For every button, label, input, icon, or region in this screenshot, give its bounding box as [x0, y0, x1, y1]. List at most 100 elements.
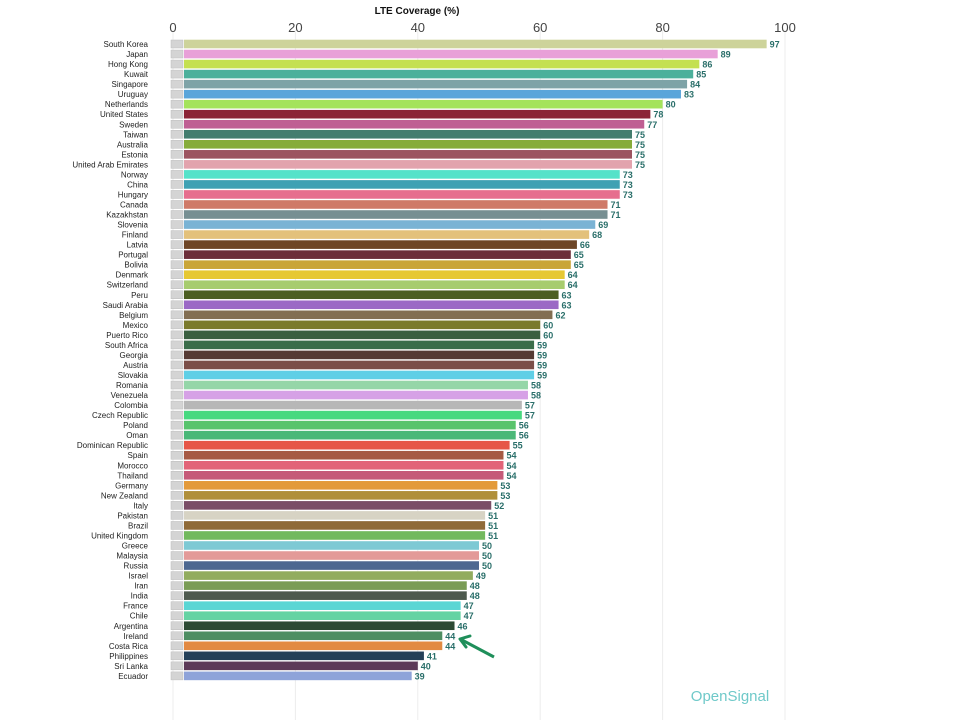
country-label: Pakistan: [117, 511, 148, 520]
bar-row: Kazakhstan 71: [106, 210, 620, 220]
country-label: Austria: [123, 361, 148, 370]
flag-icon: [170, 390, 184, 400]
value-label: 75: [635, 160, 645, 170]
value-label: 50: [482, 561, 492, 571]
flag-icon: [170, 119, 184, 129]
country-label: Switzerland: [107, 281, 148, 290]
country-label: Bolivia: [124, 261, 148, 270]
value-label: 59: [537, 371, 547, 381]
bar: [184, 370, 535, 380]
bar: [184, 260, 571, 269]
value-label: 59: [537, 360, 547, 370]
country-label: New Zealand: [101, 491, 148, 500]
bar-row: South Korea 97: [104, 40, 780, 50]
flag-icon: [170, 481, 184, 490]
value-label: 85: [696, 70, 706, 80]
country-label: Portugal: [118, 251, 148, 260]
flag-icon: [170, 250, 184, 259]
country-label: Greece: [122, 542, 149, 551]
bar-row: Slovenia 69: [117, 220, 608, 230]
bar-row: Mexico 60: [123, 320, 554, 330]
bar-row: Colombia 57: [114, 401, 535, 411]
value-label: 50: [482, 541, 492, 551]
flag-icon: [170, 471, 184, 480]
value-label: 54: [506, 471, 516, 481]
country-label: Puerto Rico: [106, 331, 148, 340]
bar: [184, 420, 516, 430]
bar: [184, 470, 504, 480]
flag-icon: [170, 150, 184, 159]
flag-icon: [170, 430, 184, 440]
value-label: 58: [531, 391, 541, 401]
country-label: Czech Republic: [92, 411, 148, 420]
bar: [184, 511, 486, 520]
country-label: Hong Kong: [108, 60, 148, 69]
value-label: 60: [543, 330, 553, 340]
bar-row: Switzerland 64: [107, 280, 578, 290]
country-label: Norway: [121, 170, 148, 179]
value-label: 56: [519, 421, 529, 431]
flag-icon: [170, 130, 184, 139]
value-label: 73: [623, 190, 633, 200]
x-tick-label: 60: [533, 20, 547, 35]
bar: [184, 531, 486, 540]
country-label: Sweden: [119, 120, 148, 129]
flag-icon: [170, 340, 184, 350]
country-label: Russia: [124, 562, 149, 571]
flag-icon: [170, 571, 184, 580]
country-label: United Arab Emirates: [72, 160, 148, 169]
bar-row: Thailand 54: [117, 471, 516, 481]
bar-row: Chile 47: [130, 611, 474, 621]
value-label: 47: [464, 611, 474, 621]
country-label: Venezuela: [111, 391, 149, 400]
country-label: Thailand: [117, 471, 148, 480]
flag-icon: [170, 400, 184, 410]
value-label: 53: [500, 481, 510, 491]
x-axis-ticks: 0 20 40 60 80 100: [169, 20, 795, 35]
bar-row: Austria 59: [123, 360, 547, 370]
bar: [184, 671, 412, 681]
bar-row: Pakistan 51: [117, 511, 498, 521]
country-label: Chile: [130, 612, 149, 621]
value-label: 65: [574, 250, 584, 260]
bar-row: Hong Kong 86: [108, 60, 712, 70]
country-label: Hungary: [118, 190, 148, 199]
bar: [184, 611, 461, 621]
bar: [184, 109, 651, 119]
country-label: Italy: [133, 501, 148, 510]
country-label: Finland: [122, 231, 148, 240]
bar-row: Ireland 44: [124, 631, 456, 641]
flag-icon: [170, 220, 184, 229]
bar-row: Portugal 65: [118, 250, 584, 260]
country-label: Estonia: [121, 150, 148, 159]
value-label: 69: [598, 220, 608, 230]
value-label: 44: [445, 641, 455, 651]
bar: [184, 400, 522, 410]
country-label: Brazil: [128, 521, 148, 530]
value-label: 58: [531, 381, 541, 391]
bar-row: Latvia 66: [127, 240, 590, 250]
country-label: South Africa: [105, 341, 149, 350]
value-label: 66: [580, 240, 590, 250]
value-label: 54: [506, 451, 516, 461]
country-label: Oman: [126, 431, 148, 440]
country-label: Denmark: [116, 271, 149, 280]
value-label: 44: [445, 631, 455, 641]
bar: [184, 59, 700, 69]
value-label: 78: [653, 110, 663, 120]
bar: [184, 601, 461, 610]
value-label: 50: [482, 551, 492, 561]
value-label: 51: [488, 531, 498, 541]
country-label: China: [127, 180, 148, 189]
bar: [184, 150, 632, 159]
country-label: Israel: [128, 572, 148, 581]
bar: [184, 661, 418, 671]
bar: [184, 641, 443, 651]
value-label: 51: [488, 511, 498, 521]
flag-icon: [170, 501, 184, 510]
bar-row: Finland 68: [122, 230, 602, 240]
bar-row: Argentina 46: [114, 621, 468, 631]
flag-icon: [170, 591, 184, 600]
bar: [184, 330, 541, 340]
